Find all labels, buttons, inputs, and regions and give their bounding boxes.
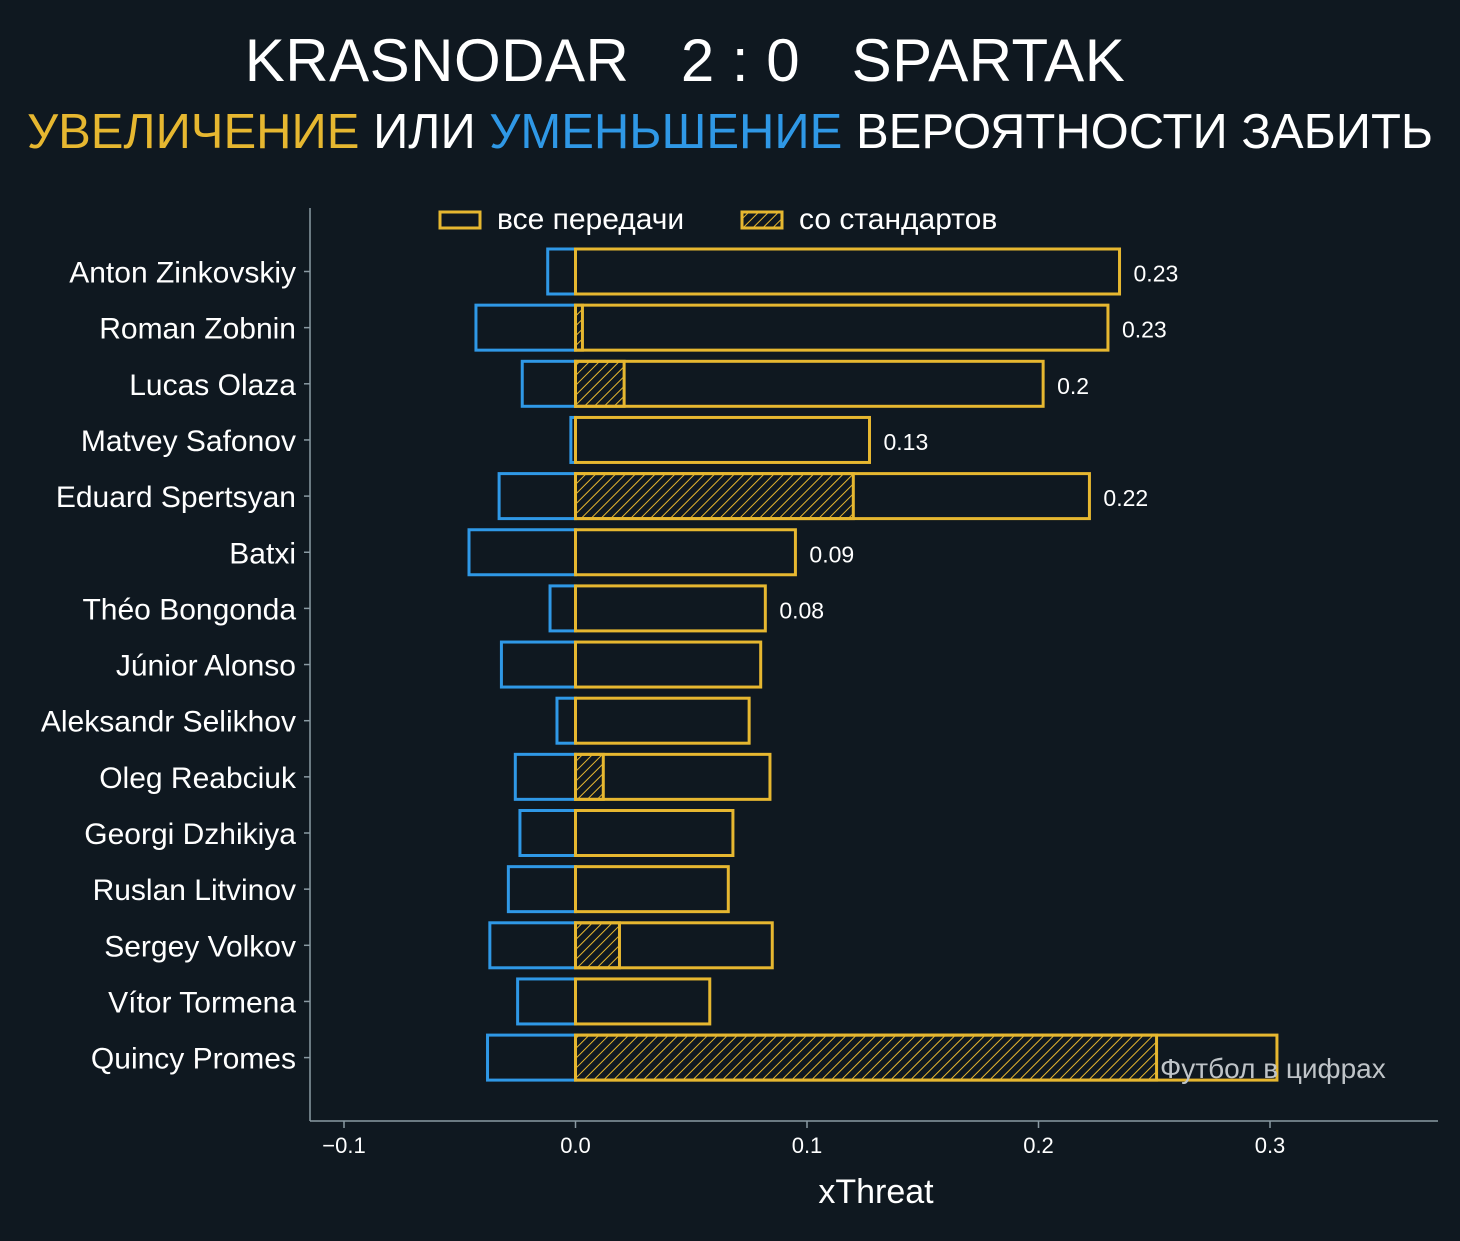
player-label: Matvey Safonov xyxy=(81,425,296,458)
watermark: Футбол в цифрах xyxy=(1160,1053,1386,1084)
bar-decrease xyxy=(499,640,578,689)
bar-increase xyxy=(574,865,730,914)
legend-swatch-set-pieces xyxy=(740,210,784,230)
bar-increase xyxy=(574,640,763,689)
legend: все передачи со стандартов xyxy=(438,203,997,236)
subtitle-rest: ВЕРОЯТНОСТИ ЗАБИТЬ xyxy=(855,105,1434,159)
legend-label-all-passes: все передачи xyxy=(497,203,684,236)
bar-increase xyxy=(574,303,1110,352)
bar-decrease xyxy=(520,359,578,408)
player-label: Georgi Dzhikiya xyxy=(84,818,296,851)
bar-set-pieces xyxy=(574,1033,1159,1082)
x-tick-label: 0.1 xyxy=(792,1133,823,1158)
match-score: 2 : 0 xyxy=(680,27,801,94)
player-label: Júnior Alonso xyxy=(116,650,296,683)
data-label: 0.2 xyxy=(1057,373,1089,399)
bar-increase xyxy=(574,921,774,970)
x-tick-label: 0.3 xyxy=(1255,1133,1286,1158)
legend-swatch-all-passes xyxy=(438,210,482,230)
bar-increase xyxy=(574,415,872,464)
bar-decrease xyxy=(518,809,578,857)
bar-decrease xyxy=(497,472,578,521)
player-label: Lucas Olaza xyxy=(129,369,296,402)
subtitle-increase: УВЕЛИЧЕНИЕ xyxy=(26,105,360,159)
bar-set-pieces xyxy=(574,359,626,408)
player-label: Roman Zobnin xyxy=(99,313,296,346)
player-label: Eduard Spertsyan xyxy=(56,481,296,514)
x-tick-label: 0.2 xyxy=(1023,1133,1054,1158)
bar-decrease xyxy=(474,303,577,352)
bar-set-pieces xyxy=(574,752,605,801)
chart-subtitle: УВЕЛИЧЕНИЕ ИЛИ УМЕНЬШЕНИЕ ВЕРОЯТНОСТИ ЗА… xyxy=(0,104,1460,160)
bar-decrease xyxy=(506,865,577,914)
bar-increase xyxy=(574,247,1122,296)
data-label: 0.13 xyxy=(884,429,929,455)
x-tick-label: 0.0 xyxy=(560,1133,591,1158)
bar-decrease xyxy=(513,752,577,801)
bar-increase xyxy=(574,809,735,857)
subtitle-decrease: УМЕНЬШЕНИЕ xyxy=(489,105,843,159)
bar-decrease xyxy=(486,1033,577,1082)
chart-title: KRASNODAR 2 : 0 SPARTAK xyxy=(0,26,1370,95)
bar-increase xyxy=(574,752,772,801)
player-label: Batxi xyxy=(229,537,296,570)
data-label: 0.08 xyxy=(779,597,824,623)
player-label: Sergey Volkov xyxy=(104,930,296,963)
bar-decrease xyxy=(467,528,578,577)
legend-label-set-pieces: со стандартов xyxy=(799,203,997,236)
data-label: 0.23 xyxy=(1122,317,1167,343)
player-label: Ruslan Litvinov xyxy=(93,874,296,907)
bar-increase xyxy=(574,472,1091,521)
player-label: Anton Zinkovskiy xyxy=(69,257,296,290)
bar-increase xyxy=(574,359,1045,408)
x-axis-label: xThreat xyxy=(818,1173,934,1211)
bar-set-pieces xyxy=(574,921,621,970)
data-label: 0.23 xyxy=(1134,261,1179,287)
data-label: 0.22 xyxy=(1103,485,1148,511)
bar-decrease xyxy=(516,977,577,1026)
bar-increase xyxy=(574,584,767,633)
home-team: KRASNODAR xyxy=(244,27,630,94)
bar-increase xyxy=(574,696,751,745)
bar-decrease xyxy=(546,247,577,296)
bar-decrease xyxy=(548,584,577,633)
bar-set-pieces xyxy=(574,472,855,521)
bar-increase xyxy=(574,1033,1279,1082)
bar-decrease xyxy=(488,921,577,970)
bar-increase xyxy=(574,977,712,1026)
bar-increase xyxy=(574,528,797,577)
player-label: Quincy Promes xyxy=(91,1043,296,1076)
player-label: Aleksandr Selikhov xyxy=(41,706,296,739)
player-label: Oleg Reabciuk xyxy=(99,762,297,795)
subtitle-or: ИЛИ xyxy=(373,105,476,159)
player-label: Théo Bongonda xyxy=(82,593,296,626)
x-tick-label: −0.1 xyxy=(322,1133,365,1158)
player-label: Vítor Tormena xyxy=(108,986,296,1019)
bar-decrease xyxy=(555,696,577,745)
away-team: SPARTAK xyxy=(851,27,1126,94)
data-label: 0.09 xyxy=(809,541,854,567)
